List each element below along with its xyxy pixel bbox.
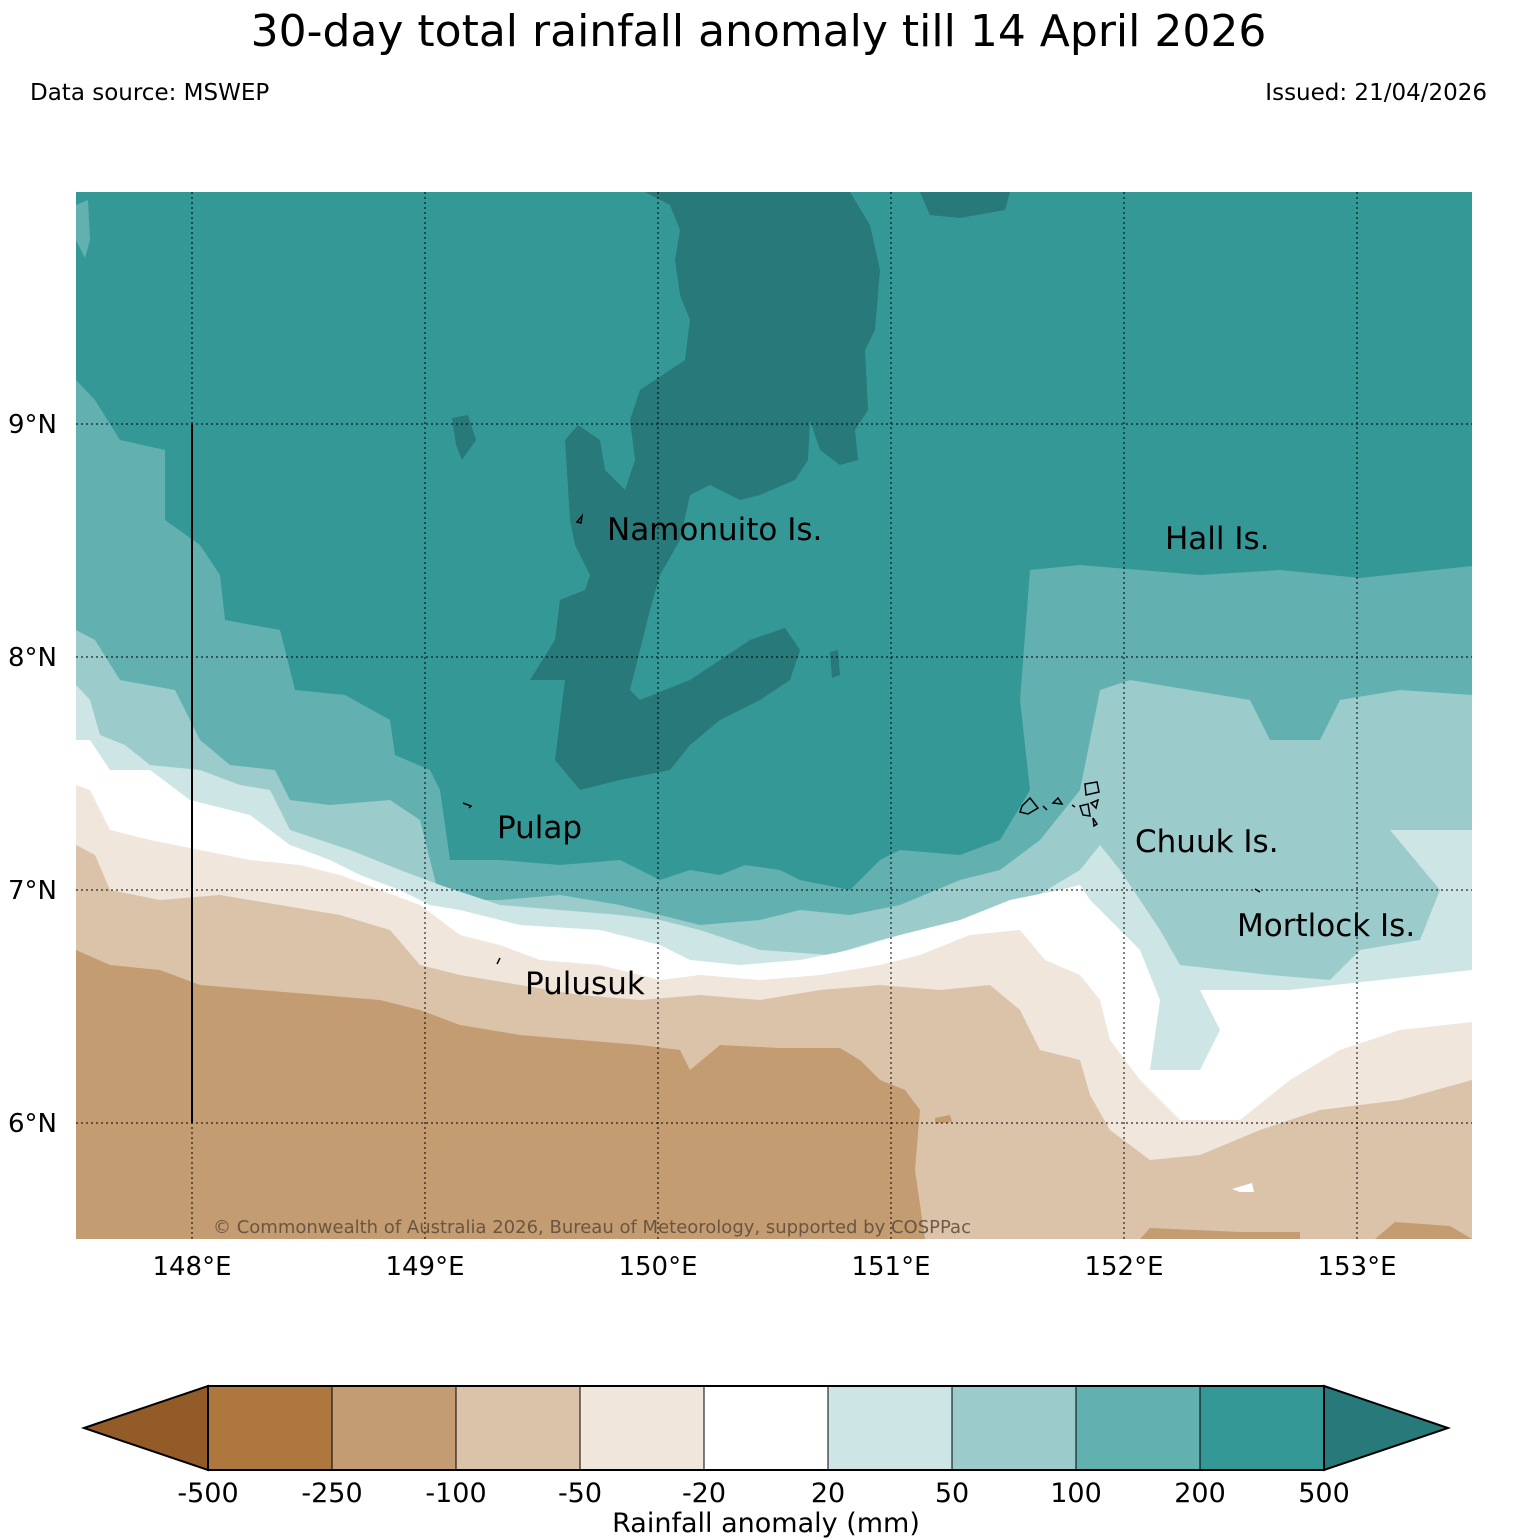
label-chuuk: Chuuk Is. [1135, 824, 1279, 860]
lon-label-151e: 151°E [851, 1252, 930, 1282]
band-minus250-minus100-east [1140, 1228, 1300, 1239]
lon-label-152e: 152°E [1084, 1252, 1163, 1282]
label-pulusuk: Pulusuk [525, 966, 645, 1002]
lon-label-148e: 148°E [152, 1252, 231, 1282]
colorbar-swatch [455, 1385, 581, 1471]
label-mortlock: Mortlock Is. [1237, 908, 1415, 944]
island-outlines [462, 513, 1261, 965]
lat-label-6n: 6°N [8, 1109, 57, 1139]
chuuk-lagoon-shape-6 [1092, 817, 1099, 828]
band-minus250-minus100-spot [935, 1115, 952, 1124]
colorbar-swatches [80, 1384, 1452, 1472]
label-hall: Hall Is. [1165, 521, 1270, 557]
lat-label-9n: 9°N [8, 410, 57, 440]
mortlock-island-shape [1254, 888, 1261, 893]
colorbar-swatch [1199, 1385, 1325, 1471]
chuuk-lagoon-shape-2 [1019, 796, 1040, 815]
map-title: 30-day total rainfall anomaly till 14 Ap… [250, 6, 1267, 57]
label-namonuito: Namonuito Is. [607, 512, 822, 548]
colorbar-title: Rainfall anomaly (mm) [612, 1508, 920, 1539]
colorbar-tick-label: -250 [301, 1478, 362, 1509]
label-pulap: Pulap [497, 810, 582, 846]
chuuk-lagoon-shape-8 [1071, 804, 1076, 808]
colorbar-tick-label: -20 [682, 1478, 726, 1509]
band-minus250-minus100 [76, 950, 925, 1239]
chuuk-lagoon-shape-5 [1089, 798, 1100, 810]
lon-label-150e: 150°E [618, 1252, 697, 1282]
colorbar-swatch [703, 1385, 829, 1471]
colorbar-outline [207, 1385, 1325, 1471]
band-over-500-central [530, 192, 880, 790]
colorbar-tick-label: 100 [1050, 1478, 1102, 1509]
band-minus250-minus100-east-2 [1375, 1222, 1472, 1239]
band-neutral-spot [1232, 1183, 1254, 1192]
chuuk-lagoon-shape-7 [1042, 805, 1048, 811]
colorbar-swatch [331, 1385, 457, 1471]
colorbar: -500 -250 -100 -50 -20 20 50 100 200 500 Rainfall… [80, 1384, 1452, 1539]
data-source: Data source: MSWEP [30, 80, 270, 106]
colorbar-tick-label: -500 [177, 1478, 238, 1509]
rainfall-anomaly-field [76, 192, 1472, 1239]
colorbar-swatch-below-min [80, 1384, 209, 1472]
pulusuk-island-shape [496, 957, 501, 965]
colorbar-swatch [1075, 1385, 1201, 1471]
issued-date: Issued: 21/04/2026 [1265, 80, 1487, 106]
band-over-500-north [920, 192, 1010, 218]
namonuito-island-shape [575, 513, 584, 524]
lon-label-153e: 153°E [1317, 1252, 1396, 1282]
colorbar-tick-label: -100 [425, 1478, 486, 1509]
band-100-200-spot [76, 200, 90, 258]
chuuk-lagoon-shape-1 [1084, 781, 1100, 796]
pulap-island-shape [462, 802, 473, 809]
copyright-notice: © Commonwealth of Australia 2026, Bureau… [213, 1217, 971, 1238]
colorbar-tick-label: 500 [1298, 1478, 1350, 1509]
colorbar-swatch [951, 1385, 1077, 1471]
colorbar-tick-label: 50 [935, 1478, 969, 1509]
colorbar-swatch-above-max [1323, 1384, 1452, 1472]
lat-label-7n: 7°N [8, 876, 57, 906]
colorbar-tick-label: 20 [811, 1478, 845, 1509]
colorbar-ticks: -500 -250 -100 -50 -20 20 50 100 200 500 [177, 1478, 1349, 1509]
colorbar-tick-label: 200 [1174, 1478, 1226, 1509]
lat-label-8n: 8°N [8, 643, 57, 673]
colorbar-swatch [579, 1385, 705, 1471]
band-over-500-spot-1 [452, 415, 476, 460]
colorbar-tick-label: -50 [558, 1478, 602, 1509]
chuuk-lagoon-shape-3 [1051, 796, 1064, 805]
colorbar-swatch [827, 1385, 953, 1471]
chuuk-lagoon-shape-4 [1079, 803, 1091, 817]
lon-label-149e: 149°E [385, 1252, 464, 1282]
colorbar-swatch [207, 1385, 333, 1471]
